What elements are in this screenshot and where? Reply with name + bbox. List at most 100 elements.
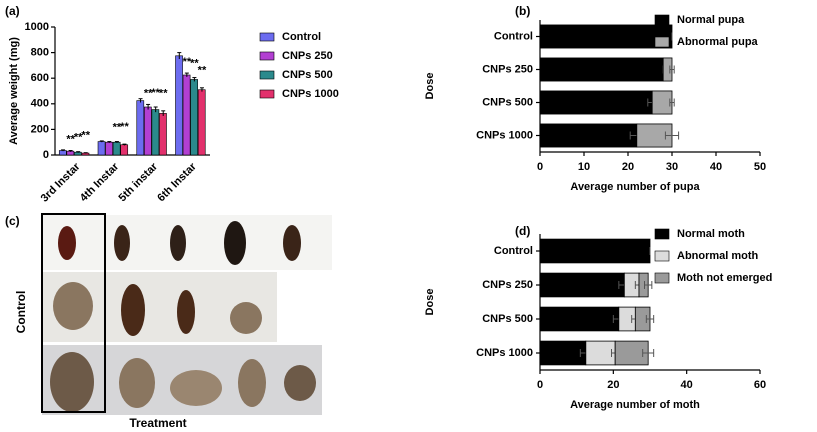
x-tick-label: 4th Instar	[78, 160, 122, 204]
legend-swatch	[259, 51, 275, 61]
bar-segment	[539, 238, 651, 264]
y-tick-label: CNPs 500	[482, 96, 533, 108]
y-tick-label: CNPs 250	[482, 63, 533, 75]
y-tick-label: CNPs 1000	[476, 129, 533, 141]
y-tick-label: 800	[31, 47, 49, 59]
row-label: Control	[14, 291, 28, 334]
x-tick-label: 0	[537, 161, 543, 173]
bar	[136, 100, 145, 156]
legend-label: CNPs 500	[282, 69, 333, 81]
bar	[151, 109, 160, 156]
x-tick-label: 6th Instar	[155, 160, 199, 204]
moth-photo	[284, 365, 316, 401]
bar-segment	[539, 340, 587, 366]
significance-label: **	[144, 87, 153, 99]
legend-label: CNPs 250	[282, 50, 333, 62]
significance-label: **	[151, 87, 160, 99]
x-tick-label: 3rd Instar	[39, 160, 83, 204]
column-label: Treatment	[129, 416, 186, 430]
x-tick-label: 30	[666, 161, 678, 173]
bar	[175, 55, 183, 156]
bar-segment	[539, 90, 653, 115]
legend-swatch	[259, 32, 275, 42]
legend-label: Control	[282, 31, 321, 43]
legend-label: Abnormal moth	[677, 250, 759, 262]
panel-label: (d)	[515, 224, 530, 238]
y-tick-label: CNPs 500	[482, 313, 533, 325]
significance-label: **	[159, 88, 168, 100]
significance-label: **	[66, 133, 75, 145]
bar	[190, 79, 198, 156]
bar	[182, 74, 191, 156]
photo-panel: (c) Control Treatment	[5, 213, 332, 430]
bar	[97, 141, 106, 156]
pupa-photo	[224, 221, 246, 265]
x-tick-label: 0	[537, 379, 543, 391]
y-tick-label: 1000	[25, 21, 49, 33]
panel-label: (b)	[515, 4, 530, 18]
moth-photo	[119, 358, 155, 408]
control-frame	[41, 213, 106, 413]
x-tick-label: 40	[710, 161, 722, 173]
moth-photo	[238, 359, 266, 407]
bar	[120, 144, 129, 156]
x-tick-label: 60	[754, 379, 766, 391]
bar-segment	[651, 90, 673, 115]
x-tick-label: 50	[754, 161, 766, 173]
bar	[144, 106, 152, 156]
moth-photo	[50, 352, 94, 412]
x-tick-label: 40	[681, 379, 693, 391]
x-tick-label: 10	[578, 161, 590, 173]
y-tick-label: Control	[494, 30, 533, 42]
legend-swatch	[654, 36, 670, 48]
y-axis-label: Average weight (mg)	[8, 37, 20, 145]
legend-swatch	[654, 272, 670, 284]
pupa-photo	[58, 226, 76, 260]
bar	[159, 113, 167, 156]
x-tick-label: 20	[607, 379, 619, 391]
x-tick-label: 5th instar	[117, 160, 161, 204]
x-tick-label: 20	[622, 161, 634, 173]
x-axis-label: Average number of pupa	[570, 181, 700, 193]
panel-label: (a)	[5, 4, 20, 18]
y-tick-label: 600	[31, 72, 49, 84]
bar	[105, 141, 113, 156]
bar-segment	[539, 24, 673, 49]
y-tick-label: 200	[31, 123, 49, 135]
moth-photo	[121, 284, 145, 336]
y-axis-label: Dose	[424, 289, 436, 316]
bar	[197, 89, 206, 156]
bar-segment	[539, 123, 638, 148]
moth-photo	[53, 282, 93, 330]
significance-label: **	[113, 121, 122, 133]
legend-label: Abnormal pupa	[677, 36, 759, 48]
y-tick-label: 0	[43, 149, 49, 161]
significance-label: **	[183, 56, 192, 68]
legend-label: Moth not emerged	[677, 272, 772, 284]
legend-label: CNPs 1000	[282, 88, 339, 100]
significance-label: **	[190, 57, 199, 69]
panel-label: (c)	[5, 214, 20, 228]
y-tick-label: CNPs 250	[482, 279, 533, 291]
y-axis-label: Dose	[424, 73, 436, 100]
pupa-photo	[114, 225, 130, 261]
bar	[112, 141, 121, 156]
moth-photo	[177, 290, 195, 334]
pupa-photo	[170, 225, 186, 261]
bar-segment	[539, 272, 625, 298]
pupa-photo	[283, 225, 301, 261]
y-tick-label: 400	[31, 98, 49, 110]
significance-label: **	[198, 65, 207, 77]
legend-label: Normal moth	[677, 228, 745, 240]
x-axis-label: Average number of moth	[570, 399, 700, 411]
bar-segment	[585, 340, 616, 366]
y-tick-label: CNPs 1000	[476, 347, 533, 359]
significance-label: **	[120, 121, 129, 133]
legend-swatch	[654, 14, 670, 26]
moth-photo	[230, 302, 262, 334]
legend-swatch	[654, 250, 670, 262]
bar-segment	[539, 57, 664, 82]
legend-label: Normal pupa	[677, 14, 745, 26]
significance-label: **	[81, 130, 90, 142]
